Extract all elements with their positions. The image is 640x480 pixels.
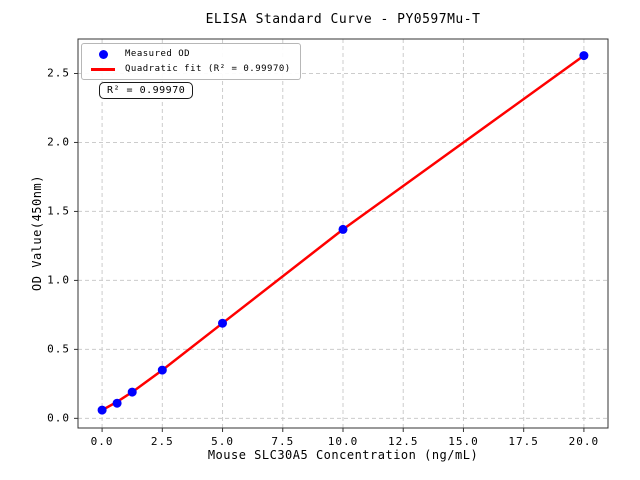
y-tick-label: 2.0 bbox=[47, 135, 70, 149]
chart-title: ELISA Standard Curve - PY0597Mu-T bbox=[205, 12, 481, 27]
data-point bbox=[579, 51, 589, 61]
data-point bbox=[157, 365, 167, 375]
data-point bbox=[97, 405, 107, 415]
y-tick-label: 1.5 bbox=[47, 204, 70, 218]
legend-swatch-box bbox=[88, 49, 118, 59]
x-axis-label: Mouse SLC30A5 Concentration (ng/mL) bbox=[207, 448, 479, 462]
r-squared-annotation: R² = 0.99970 bbox=[99, 82, 194, 99]
data-point bbox=[112, 398, 122, 408]
data-point bbox=[218, 318, 227, 328]
x-tick-label: 2.5 bbox=[150, 435, 174, 448]
y-tick-label: 1.0 bbox=[47, 273, 70, 287]
scatter-marker-icon bbox=[98, 49, 108, 59]
legend-item-measured-od: Measured OD bbox=[88, 49, 291, 59]
y-tick-label: 0.5 bbox=[47, 342, 70, 356]
x-tick-label: 10.0 bbox=[327, 435, 359, 448]
legend-label-measured-od: Measured OD bbox=[125, 49, 191, 59]
legend-swatch-box bbox=[88, 67, 118, 71]
x-tick-label: 12.5 bbox=[387, 435, 419, 448]
data-point bbox=[338, 224, 348, 234]
x-tick-label: 15.0 bbox=[448, 435, 479, 448]
x-tick-label: 7.5 bbox=[271, 435, 295, 448]
legend-label-quadratic-fit: Quadratic fit (R² = 0.99970) bbox=[125, 64, 291, 74]
y-tick-label: 0.0 bbox=[47, 411, 70, 425]
legend-item-quadratic-fit: Quadratic fit (R² = 0.99970) bbox=[88, 64, 291, 74]
x-tick-label: 17.5 bbox=[508, 435, 539, 448]
data-point bbox=[127, 387, 137, 397]
line-marker-icon bbox=[91, 67, 115, 71]
y-tick-label: 2.5 bbox=[47, 66, 70, 80]
plot-border bbox=[77, 38, 609, 429]
y-axis-label: OD Value(450nm) bbox=[30, 175, 44, 291]
legend: Measured OD Quadratic fit (R² = 0.99970) bbox=[81, 43, 301, 80]
x-tick-label: 5.0 bbox=[211, 435, 234, 448]
x-tick-label: 20.0 bbox=[568, 435, 600, 448]
x-tick-label: 0.0 bbox=[90, 435, 114, 448]
